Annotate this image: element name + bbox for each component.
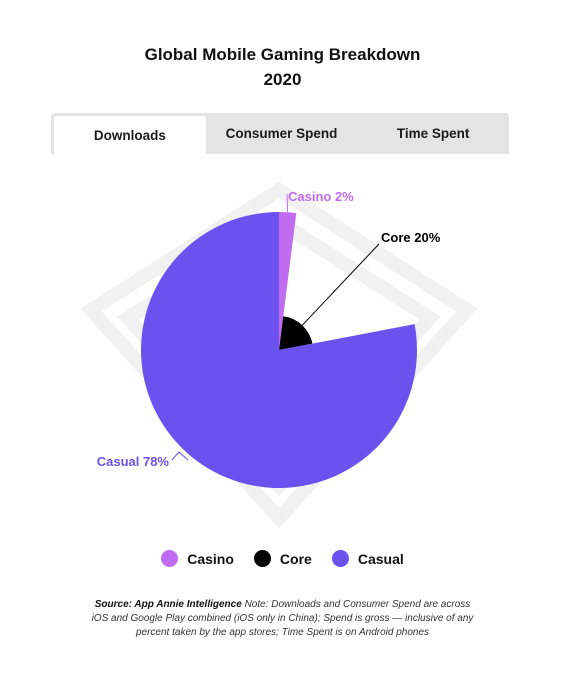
tab-time-spent[interactable]: Time Spent — [396, 126, 470, 141]
data-label-core: Core 20% — [381, 230, 441, 245]
legend-item-casual: Casual — [331, 550, 404, 567]
chart-title: Global Mobile Gaming Breakdown 2020 — [0, 42, 565, 92]
pie-chart: Casino 2% Core 20% Casual 78% — [80, 181, 478, 529]
tab-downloads[interactable]: Downloads — [54, 116, 206, 154]
chart-title-line2: 2020 — [263, 70, 302, 89]
pie-slice-core[interactable] — [279, 316, 313, 350]
data-label-casino: Casino 2% — [288, 189, 354, 204]
legend-label-casual: Casual — [357, 550, 404, 567]
source-label: Source: App Annie Intelligence — [94, 599, 242, 610]
pie-slice-casual[interactable] — [140, 212, 417, 488]
legend: Casino Core Casual — [0, 550, 565, 567]
metric-tabs: Downloads Consumer Spend Time Spent — [51, 113, 509, 154]
pie-slice-casino[interactable] — [279, 212, 297, 350]
legend-swatch-casual — [331, 550, 349, 567]
legend-swatch-casino — [161, 550, 179, 567]
legend-item-casino: Casino — [161, 550, 234, 567]
leader-line-casino — [286, 193, 289, 213]
legend-swatch-core — [253, 550, 271, 567]
source-note: Source: App Annie Intelligence Note: Dow… — [90, 598, 475, 640]
legend-item-core: Core — [253, 550, 312, 567]
chart-title-line1: Global Mobile Gaming Breakdown — [144, 45, 421, 64]
note-text: Note: Downloads and Consumer Spend are a… — [91, 599, 474, 638]
leader-line-casual — [171, 451, 189, 461]
leader-line-core — [300, 243, 380, 328]
data-label-casual: Casual 78% — [97, 454, 170, 469]
tab-consumer-spend[interactable]: Consumer Spend — [225, 126, 338, 141]
legend-label-core: Core — [279, 550, 312, 567]
legend-label-casino: Casino — [187, 550, 234, 567]
